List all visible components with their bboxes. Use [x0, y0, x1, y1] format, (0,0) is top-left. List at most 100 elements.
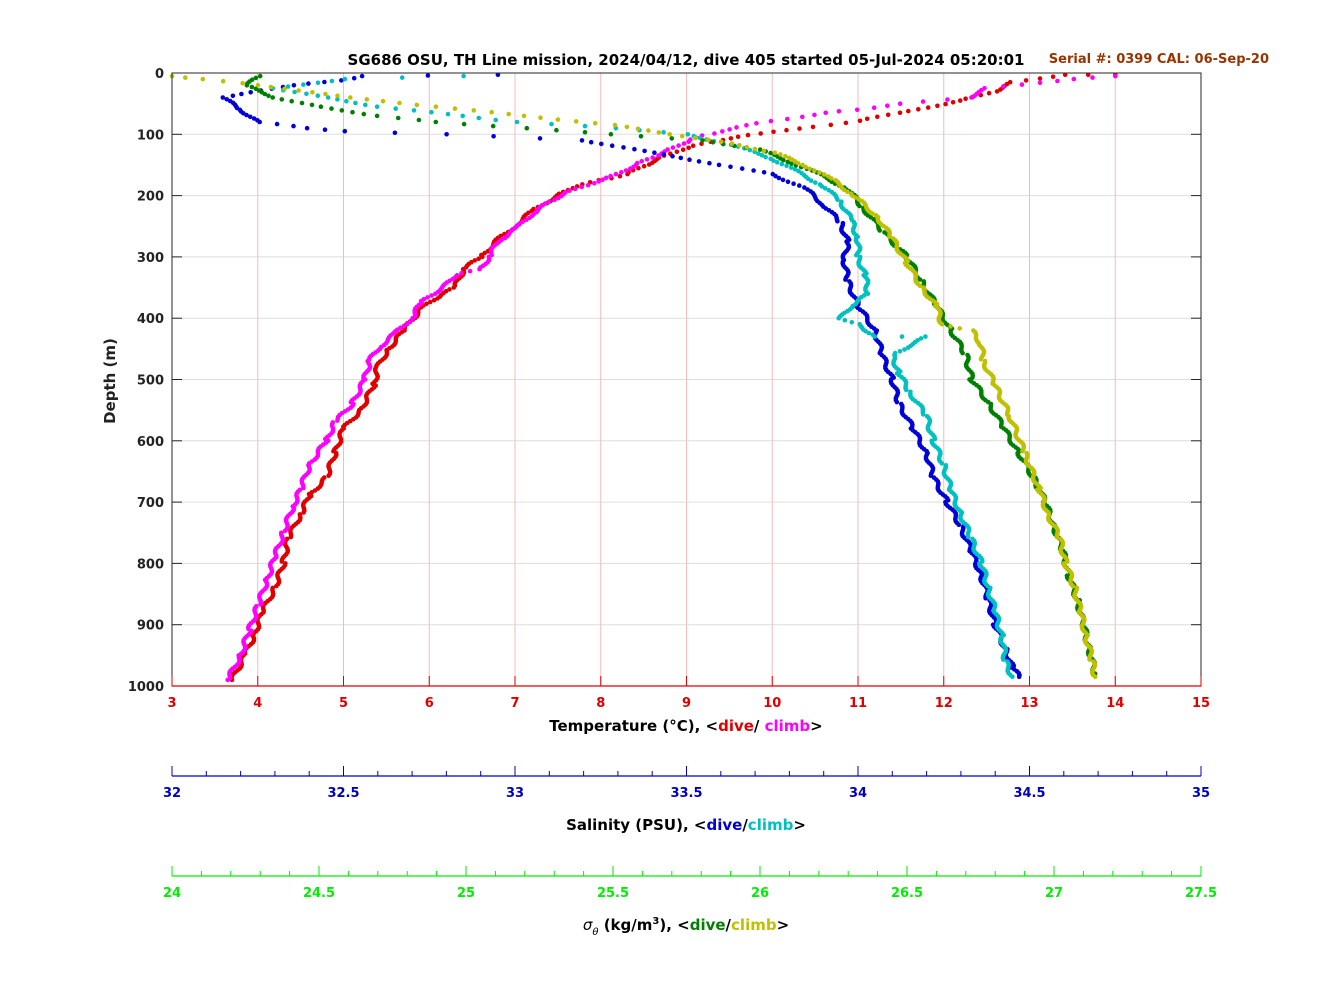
temperature-climb-point — [1001, 84, 1006, 89]
temperature-climb-point — [567, 188, 572, 193]
temperature-dive-point — [857, 118, 863, 124]
data-points — [169, 72, 1118, 683]
sigma-label-sup: 3 — [652, 916, 659, 927]
salinity-climb-point — [759, 153, 765, 158]
salinity-climb-point — [445, 111, 451, 117]
sigma-dive-point — [960, 350, 965, 356]
salinity-label-dive: dive — [706, 816, 742, 834]
salinity-climb-point — [866, 330, 872, 336]
sigma-climb-point — [323, 91, 328, 97]
temperature-dive-point — [906, 108, 911, 114]
salinity-dive-point — [579, 138, 585, 143]
salinity-dive-point — [257, 119, 263, 125]
salinity-dive-point — [339, 78, 344, 83]
salinity-dive-point — [956, 522, 962, 527]
temperature-dive-point — [943, 101, 948, 107]
sigma-tick-label: 25.5 — [597, 886, 629, 901]
sigma-climb-point — [737, 143, 742, 148]
salinity-climb-point — [788, 165, 794, 170]
sigma-climb-point — [364, 97, 370, 102]
salinity-climb-point — [1010, 674, 1015, 680]
temperature-climb-point — [686, 139, 691, 144]
sigma-tick-label: 25 — [457, 886, 475, 901]
salinity-climb-point — [872, 334, 878, 339]
depth-tick-label: 0 — [155, 67, 164, 82]
sigma-climb-point — [282, 86, 287, 92]
salinity-climb-point — [353, 100, 358, 106]
temperature-climb-point — [425, 295, 430, 300]
sigma-climb-point — [939, 322, 945, 327]
temperature-tick-label: 4 — [253, 696, 262, 711]
salinity-dive-point — [224, 97, 229, 102]
sigma-dive-point — [329, 106, 334, 111]
temperature-dive-point — [897, 110, 903, 116]
sigma-climb-point — [761, 148, 767, 154]
temperature-tick-label: 14 — [1106, 696, 1124, 711]
salinity-tick-label: 33.5 — [670, 786, 702, 801]
sigma-climb-point — [978, 357, 984, 362]
salinity-dive-point — [642, 148, 647, 154]
sigma-climb-point — [845, 189, 850, 195]
salinity-climb-point — [835, 197, 840, 203]
sigma-climb-point — [348, 95, 353, 100]
sigma-dive-point — [257, 73, 263, 79]
salinity-dive-point — [248, 90, 253, 95]
sigma-dive-point — [289, 98, 295, 104]
temperature-dive-point — [950, 100, 956, 105]
temperature-dive-point — [963, 96, 968, 101]
salinity-dive-point — [843, 277, 848, 282]
sigma-climb-point — [1087, 657, 1092, 662]
salinity-dive-point — [716, 162, 722, 168]
temperature-dive-point — [646, 162, 652, 167]
sigma-dive-point — [249, 84, 255, 90]
salinity-dive-point — [291, 83, 297, 88]
temperature-climb-point — [768, 118, 774, 124]
sigma-dive-point — [309, 102, 315, 108]
salinity-dive-point — [696, 159, 702, 164]
sigma-climb-point — [255, 83, 261, 88]
salinity-dive-point — [609, 143, 615, 148]
salinity-climb-point — [774, 160, 780, 165]
salinity-dive-point — [306, 81, 311, 86]
sigma-climb-point — [706, 137, 711, 143]
salinity-climb-point — [822, 186, 828, 191]
temperature-tick-label: 6 — [425, 696, 434, 711]
salinity-dive-point — [661, 152, 667, 157]
salinity-dive-point — [835, 219, 840, 224]
sigma-dive-point — [374, 113, 380, 119]
temperature-climb-point — [477, 266, 482, 272]
sigma-climb-point — [693, 135, 698, 141]
temperature-climb-point — [619, 170, 624, 175]
sigma-climb-point — [471, 108, 477, 113]
temperature-climb-point — [823, 110, 828, 116]
salinity-dive-point — [776, 175, 782, 181]
temperature-dive-point — [758, 131, 763, 136]
sigma-climb-point — [1092, 674, 1098, 680]
sigma-label-unit: (kg/m — [598, 916, 652, 934]
sigma-dive-point — [669, 136, 675, 141]
salinity-dive-point — [728, 164, 733, 170]
salinity-climb-point — [939, 461, 945, 466]
temperature-climb-point — [885, 103, 890, 108]
temperature-dive-point — [1050, 74, 1056, 79]
depth-tick-label: 800 — [137, 557, 164, 572]
temperature-dive-point — [636, 165, 641, 171]
sigma-climb-point — [812, 168, 817, 173]
temperature-climb-point — [301, 485, 306, 491]
temperature-dive-point — [784, 127, 789, 133]
salinity-climb-point — [514, 119, 520, 125]
sigma-climb-point — [917, 283, 923, 289]
sigma-climb-point — [667, 132, 672, 137]
salinity-dive-point — [670, 153, 675, 159]
temperature-dive-point — [916, 107, 921, 112]
temperature-climb-point — [681, 141, 687, 146]
temperature-dive-point — [771, 129, 776, 135]
temperature-climb-point — [644, 157, 650, 162]
salinity-climb-point — [920, 412, 926, 417]
sigma-climb-point — [268, 84, 274, 90]
salinity-dive-point — [342, 128, 348, 134]
sigma-dive-point — [350, 109, 355, 115]
salinity-dive-point — [791, 181, 796, 186]
depth-tick-label: 900 — [137, 619, 164, 634]
